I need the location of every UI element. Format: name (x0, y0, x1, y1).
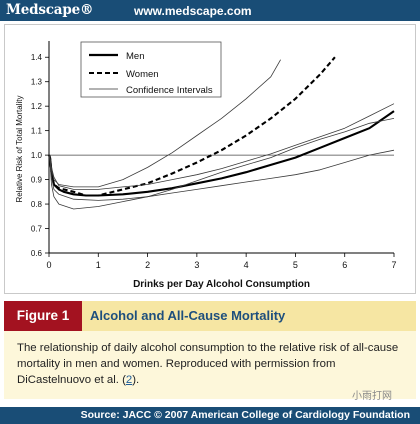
series-line-women (48, 56, 336, 197)
figure-title: Alcohol and All-Cause Mortality (90, 308, 286, 323)
y-tick-label: 0.9 (31, 176, 43, 185)
source-text: Source: JACC © 2007 American College of … (80, 409, 410, 421)
site-url-link[interactable]: www.medscape.com (134, 4, 252, 18)
y-tick-label: 0.8 (31, 200, 43, 209)
figure-label: Figure 1 (4, 301, 82, 331)
x-tick-label: 2 (145, 260, 150, 270)
y-tick-label: 1.4 (31, 53, 43, 62)
source-footer: Source: JACC © 2007 American College of … (0, 407, 420, 424)
legend-label-ci: Confidence Intervals (126, 85, 213, 96)
figure-frame: 0.6 0.7 0.8 0.9 1.0 1.1 1.2 1.3 1.4 0 1 2 3 4 5 6 7 Drink… (4, 24, 416, 294)
caption-text-main: The relationship of daily alcohol consum… (17, 342, 399, 386)
series-line-women-ci-lower (48, 118, 395, 210)
y-tick-label: 1.3 (31, 78, 43, 87)
x-tick-label: 7 (391, 260, 396, 270)
line-chart: 0.6 0.7 0.8 0.9 1.0 1.1 1.2 1.3 1.4 0 1 2 3 4 5 6 7 Drink… (15, 41, 397, 290)
x-axis-label: Drinks per Day Alcohol Consumption (133, 279, 310, 290)
x-tick-label: 3 (194, 260, 199, 270)
x-tick-label: 4 (244, 260, 249, 270)
y-tick-label: 1.0 (31, 151, 43, 160)
series-line-men (48, 110, 395, 197)
y-tick-label: 1.2 (31, 102, 43, 111)
x-tick-label: 6 (342, 260, 347, 270)
y-tick-label: 0.6 (31, 249, 43, 258)
x-tick-label: 0 (46, 260, 51, 270)
x-tick-label: 1 (96, 260, 101, 270)
caption-title-bar: Figure 1 Alcohol and All-Cause Mortality (4, 301, 416, 331)
legend-label-women: Women (126, 69, 159, 80)
x-tick-label: 5 (293, 260, 298, 270)
series-line-women-ci-upper (48, 59, 281, 188)
reference-link[interactable]: 2 (125, 374, 133, 386)
top-banner: Medscape® www.medscape.com (0, 0, 420, 21)
legend-box (80, 41, 222, 98)
watermark-text: 小雨打网 (352, 391, 392, 402)
y-tick-label: 1.1 (31, 127, 43, 136)
caption-text: The relationship of daily alcohol consum… (17, 340, 402, 388)
y-tick-label: 0.7 (31, 225, 43, 234)
caption-text-end: ). (132, 374, 140, 386)
chart-legend: Men Women Confidence Intervals (80, 41, 222, 98)
legend-label-men: Men (126, 51, 144, 62)
caption-body: The relationship of daily alcohol consum… (4, 331, 416, 399)
y-axis-label: Relative Risk of Total Mortality (15, 96, 24, 203)
medscape-logo[interactable]: Medscape® (6, 2, 94, 18)
series-line-men-ci-lower (48, 149, 395, 201)
series-line-men-ci-upper (48, 103, 395, 190)
